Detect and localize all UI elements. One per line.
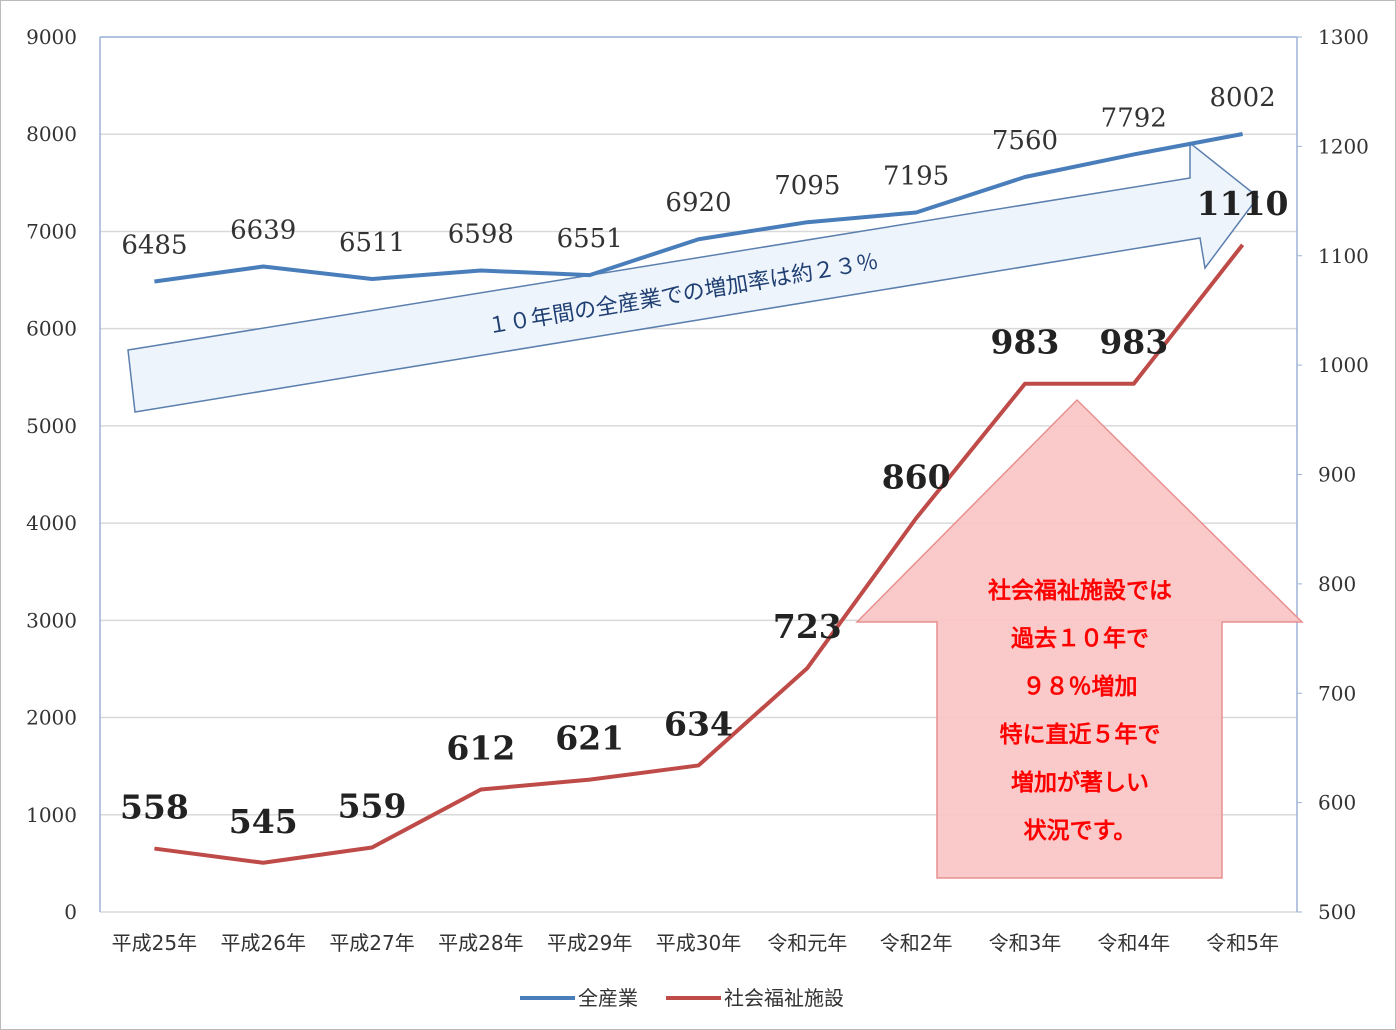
y-tick-label: 4000 <box>26 511 77 535</box>
y-tick-label: 2000 <box>26 706 77 730</box>
y2-tick-label: 1300 <box>1318 25 1369 49</box>
data-label: 621 <box>555 719 624 758</box>
data-label: 1110 <box>1197 184 1289 223</box>
x-tick-label: 平成27年 <box>329 931 414 955</box>
data-label: 545 <box>229 802 298 841</box>
series-line <box>154 132 1243 284</box>
legend-label: 社会福祉施設 <box>724 986 844 1010</box>
y-tick-label: 5000 <box>26 414 77 438</box>
x-tick-label: 令和4年 <box>1097 931 1170 955</box>
data-label: 723 <box>773 607 842 646</box>
callout-text: 増加が著しい <box>1011 769 1149 796</box>
data-label: 983 <box>991 323 1060 362</box>
x-tick-label: 令和3年 <box>989 931 1062 955</box>
data-label: 7095 <box>774 171 840 201</box>
x-tick-label: 平成29年 <box>547 931 632 955</box>
callout-text: ９８％増加 <box>1023 673 1138 700</box>
data-label: 559 <box>338 786 407 825</box>
x-tick-label: 平成25年 <box>112 931 197 955</box>
callout-text: 過去１０年で <box>1011 625 1149 652</box>
y-tick-label: 0 <box>64 900 77 924</box>
data-label: 983 <box>1099 323 1168 362</box>
series-line <box>154 243 1245 865</box>
data-label: 8002 <box>1210 83 1276 113</box>
data-label: 634 <box>664 704 733 743</box>
y-tick-label: 1000 <box>26 803 77 827</box>
y2-tick-label: 600 <box>1318 791 1356 815</box>
data-label: 6511 <box>339 228 405 258</box>
y2-tick-label: 1200 <box>1318 134 1369 158</box>
x-tick-label: 令和元年 <box>767 931 847 955</box>
data-label: 558 <box>120 788 189 827</box>
y-tick-label: 6000 <box>26 317 77 341</box>
x-tick-label: 令和5年 <box>1206 931 1279 955</box>
y-tick-label: 9000 <box>26 25 77 49</box>
x-tick-label: 平成28年 <box>438 931 523 955</box>
callout-text: 状況です。 <box>1024 817 1137 844</box>
x-tick-label: 平成26年 <box>221 931 306 955</box>
data-label: 7195 <box>883 161 949 191</box>
data-label: 6598 <box>448 220 514 250</box>
legend-label: 全産業 <box>578 986 638 1010</box>
x-tick-label: 令和2年 <box>880 931 953 955</box>
data-label: 6551 <box>557 224 623 254</box>
data-label: 7792 <box>1101 103 1167 133</box>
x-tick-label: 平成30年 <box>656 931 741 955</box>
data-label: 612 <box>446 729 515 768</box>
data-label: 860 <box>882 457 951 496</box>
y2-tick-label: 1000 <box>1318 353 1369 377</box>
callout-arrow <box>855 398 1304 879</box>
y-tick-label: 3000 <box>26 608 77 632</box>
y2-tick-label: 500 <box>1318 900 1356 924</box>
data-label: 6485 <box>121 231 187 261</box>
y2-tick-label: 800 <box>1318 572 1356 596</box>
y2-tick-label: 900 <box>1318 463 1356 487</box>
callout-text: 社会福祉施設では <box>988 577 1172 604</box>
y-tick-label: 7000 <box>26 219 77 243</box>
callout-text: 特に直近５年で <box>1000 721 1161 748</box>
data-label: 6639 <box>230 216 296 246</box>
y2-tick-label: 1100 <box>1318 244 1369 268</box>
data-label: 6920 <box>665 188 731 218</box>
y-tick-label: 8000 <box>26 122 77 146</box>
trend-arrow <box>127 141 1260 413</box>
y2-tick-label: 700 <box>1318 681 1356 705</box>
data-label: 7560 <box>992 126 1058 156</box>
